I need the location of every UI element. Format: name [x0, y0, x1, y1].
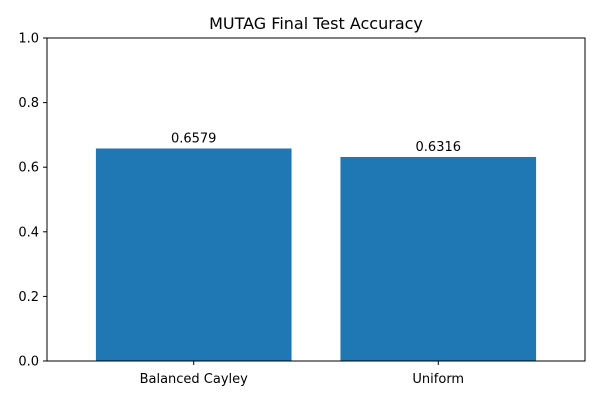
plot-frame [46, 37, 586, 362]
x-tick-label-0: Balanced Cayley [140, 372, 249, 387]
axes-layer: Balanced Cayley Uniform 0.0 0.2 0.4 0.6 0.8 1.0 [18, 32, 586, 387]
y-tick-label-2: 0.4 [18, 225, 39, 240]
bars-layer: 0.6579 0.6316 [95, 132, 537, 361]
bar-0 [95, 148, 292, 361]
y-tick-label-5: 1.0 [18, 32, 39, 47]
chart-title: MUTAG Final Test Accuracy [209, 14, 423, 33]
y-tick-label-0: 0.0 [18, 355, 39, 370]
x-tick-label-1: Uniform [412, 372, 464, 387]
y-tick-label-3: 0.6 [18, 161, 39, 176]
data-label-1: 0.6316 [416, 140, 462, 155]
data-label-0: 0.6579 [171, 132, 217, 147]
bar-1 [340, 156, 537, 361]
y-tick-label-4: 0.8 [18, 96, 39, 111]
y-tick-label-1: 0.2 [18, 290, 39, 305]
